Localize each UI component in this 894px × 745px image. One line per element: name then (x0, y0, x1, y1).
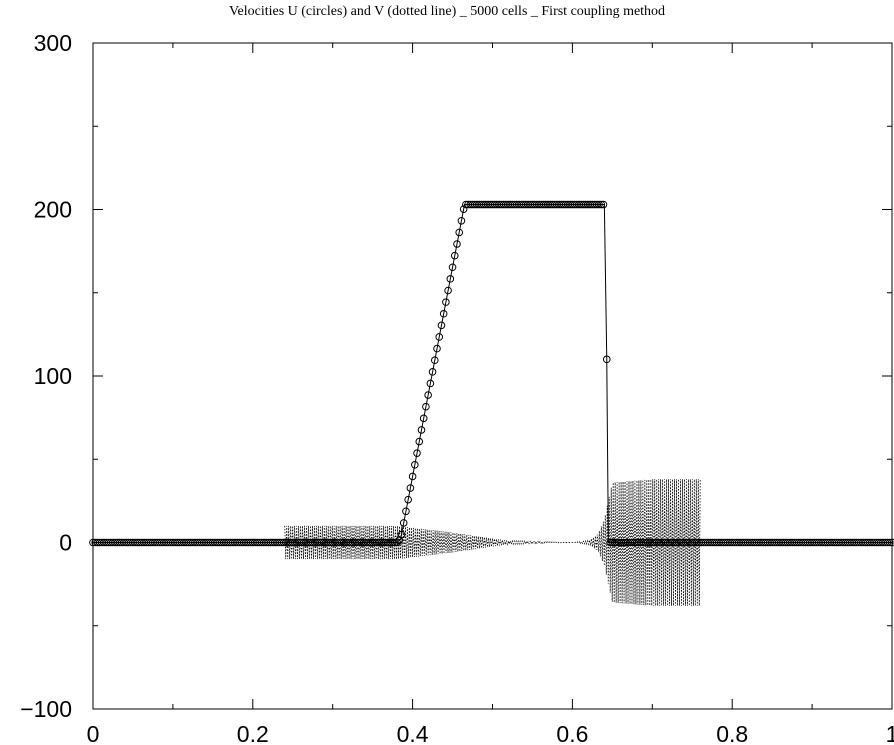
series-u-marker (419, 414, 428, 423)
series-v-dotted-line (284, 479, 701, 606)
y-tick-label: 200 (34, 197, 72, 223)
y-tick-label: −100 (20, 696, 72, 722)
series-u-marker (444, 286, 452, 295)
series-u-marker (406, 484, 415, 492)
series-u-marker (411, 461, 419, 469)
series-u-marker (408, 472, 417, 481)
series-u-marker (450, 251, 459, 260)
series-u-marker (433, 344, 441, 353)
series-u-marker (399, 519, 408, 527)
series-u-marker (595, 200, 603, 209)
series-u-marker (404, 495, 412, 504)
series-u-marker (455, 228, 464, 237)
series-u-marker (442, 298, 450, 306)
series-u-marker (883, 538, 892, 547)
series-u-marker (413, 449, 421, 457)
x-tick-label: 0.8 (716, 721, 748, 745)
series-u-marker (422, 402, 430, 411)
series-u-marker (453, 240, 461, 248)
y-tick-label: 100 (34, 363, 72, 389)
series-u-marker (597, 200, 606, 209)
x-tick-label: 0.6 (556, 721, 588, 745)
series-u-marker (428, 368, 437, 376)
series-u-line (93, 204, 892, 543)
series-u-marker (430, 356, 439, 365)
series-u-marker (437, 321, 446, 330)
series-u-marker (459, 205, 468, 213)
series-u-marker (599, 200, 608, 209)
x-tick-label: 0.2 (237, 721, 269, 745)
series-u-marker (426, 379, 435, 388)
series-u-marker (435, 333, 444, 341)
series-u-marker (415, 437, 424, 446)
series-u-marker (424, 391, 432, 399)
y-tick-label: 0 (59, 530, 72, 556)
series-u-marker (393, 538, 401, 546)
series-u-marker (448, 263, 457, 272)
x-tick-label: 0 (87, 721, 100, 745)
series-u-marker (457, 216, 466, 225)
plot-frame (92, 42, 893, 710)
series-u-marker (885, 538, 894, 547)
y-tick-label: 300 (34, 30, 72, 56)
series-u-marker (446, 275, 455, 283)
series-u-marker (602, 355, 611, 364)
x-tick-label: 1 (886, 721, 894, 745)
series-u-marker (402, 507, 410, 516)
series-u-marker (388, 538, 397, 547)
chart-title: Velocities U (circles) and V (dotted lin… (228, 4, 666, 19)
x-tick-label: 0.4 (397, 721, 429, 745)
series-u-marker (888, 538, 894, 547)
series-u-marker (397, 530, 406, 539)
series-u-marker (417, 426, 426, 434)
series-u-marker (439, 309, 448, 318)
